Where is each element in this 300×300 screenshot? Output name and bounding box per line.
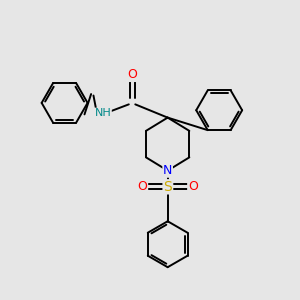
Text: N: N: [163, 164, 172, 177]
Text: NH: NH: [94, 108, 111, 118]
Text: O: O: [128, 68, 137, 81]
Text: O: O: [188, 180, 198, 193]
Text: S: S: [163, 180, 172, 194]
Text: O: O: [138, 180, 148, 193]
